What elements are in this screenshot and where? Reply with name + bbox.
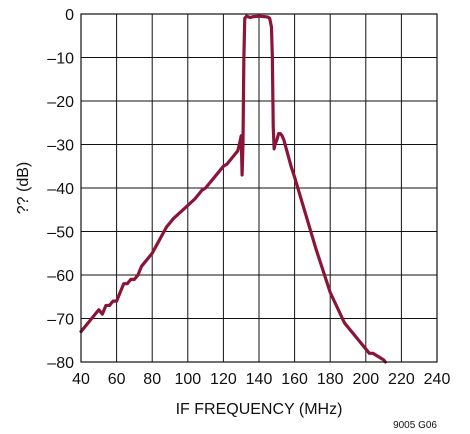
- x-tick-label: 180: [317, 371, 344, 388]
- x-tick-label: 240: [424, 371, 451, 388]
- x-tick-label: 40: [72, 371, 90, 388]
- y-tick-label: –10: [47, 51, 74, 68]
- plot-frame: [80, 13, 438, 363]
- y-tick-label: –20: [47, 94, 74, 111]
- figure-id: 9005 G06: [393, 420, 437, 431]
- y-tick-label: –70: [47, 312, 74, 329]
- series-line: [79, 14, 387, 364]
- y-tick-label: –60: [47, 268, 74, 285]
- grid: [81, 14, 437, 362]
- x-tick-label: 140: [246, 371, 273, 388]
- tick-labels: 40 60 80 100 120 140 160 180 200 220 240 0 –10 –20 –30…: [47, 7, 450, 388]
- x-tick-label: 200: [352, 371, 379, 388]
- y-axis-title: ?? (dB): [15, 162, 32, 214]
- x-tick-label: 100: [174, 371, 201, 388]
- y-tick-label: 0: [65, 7, 74, 24]
- y-tick-label: –30: [47, 138, 74, 155]
- x-tick-label: 220: [388, 371, 415, 388]
- y-tick-label: –80: [47, 355, 74, 372]
- x-axis-title: IF FREQUENCY (MHz): [176, 401, 343, 418]
- x-tick-label: 80: [143, 371, 161, 388]
- x-tick-label: 160: [281, 371, 308, 388]
- y-tick-label: –40: [47, 181, 74, 198]
- x-tick-label: 60: [108, 371, 126, 388]
- x-tick-label: 120: [210, 371, 237, 388]
- y-tick-label: –50: [47, 225, 74, 242]
